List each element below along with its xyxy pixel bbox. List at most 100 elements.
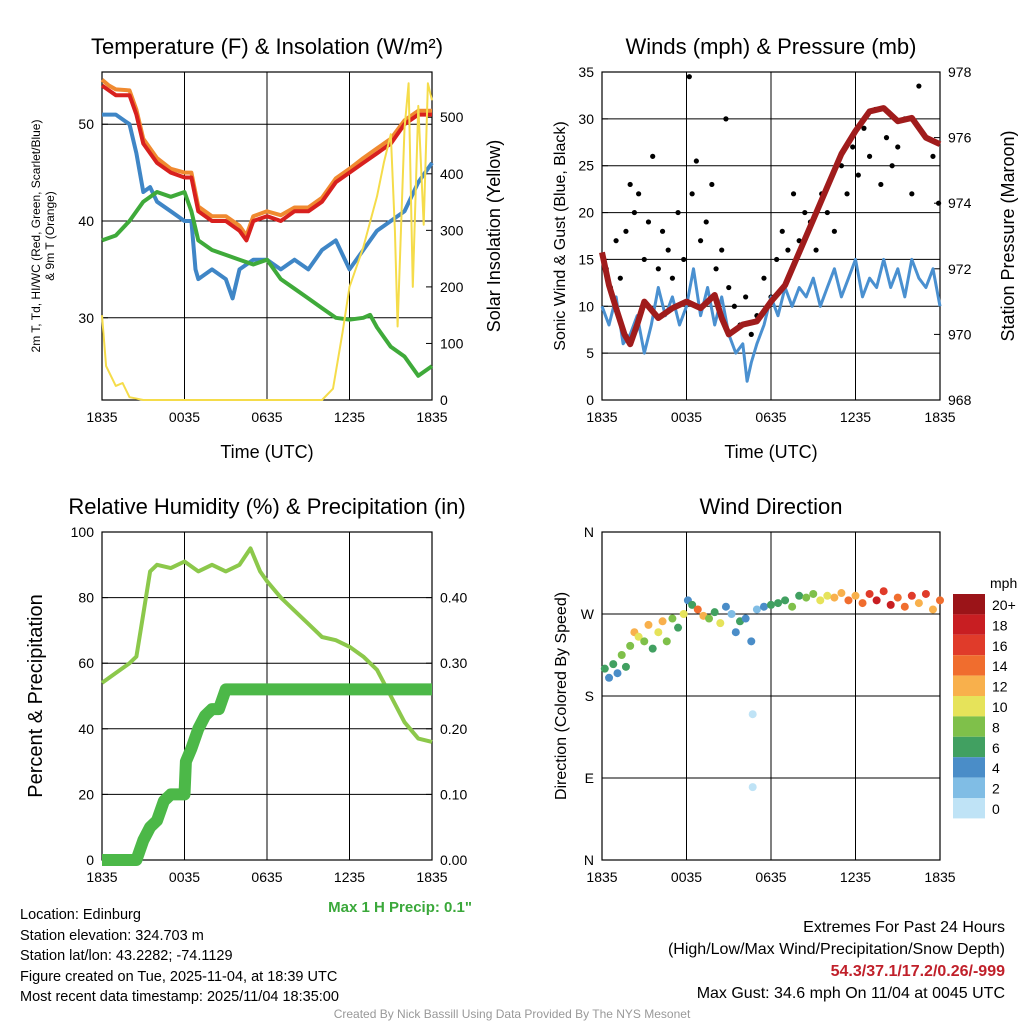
x-axis-label: Time (UTC) <box>220 442 313 462</box>
gust-point <box>850 144 856 150</box>
x-tick-label: 1835 <box>86 869 117 885</box>
plot-frame <box>601 71 941 401</box>
precip-series <box>102 683 432 866</box>
series-2m-t <box>100 83 432 243</box>
gust-point <box>813 247 819 253</box>
y-tick-label: 976 <box>948 130 972 146</box>
y-tick-label: 60 <box>78 655 94 671</box>
y-tick-label: 40 <box>78 213 94 229</box>
gust-point <box>636 191 642 197</box>
gust-point <box>655 266 661 272</box>
direction-point <box>752 605 761 614</box>
x-tick-label: 0635 <box>251 869 282 885</box>
legend-label: 2 <box>992 781 1000 797</box>
direction-point <box>747 637 756 646</box>
gust-point <box>693 158 699 164</box>
y-tick-label: 5 <box>586 345 594 361</box>
gust-point <box>645 219 652 225</box>
direction-point <box>748 783 757 792</box>
direction-point <box>823 591 832 600</box>
max-gust: Max Gust: 34.6 mph On 11/04 at 0045 UTC <box>696 985 1005 1002</box>
direction-point <box>721 602 730 611</box>
extremes-title: Extremes For Past 24 Hours <box>803 919 1005 936</box>
x-tick-label: 0035 <box>169 409 200 425</box>
direction-point <box>617 651 626 659</box>
direction-point <box>600 664 609 673</box>
legend-swatch <box>953 594 985 615</box>
y-tick-label: S <box>585 688 594 704</box>
gust-point <box>831 228 837 234</box>
direction-point <box>879 587 888 596</box>
direction-point <box>688 600 697 609</box>
gust-point <box>802 209 808 216</box>
direction-point <box>928 605 937 614</box>
y-tick-label: 50 <box>78 116 94 132</box>
wind-direction-chart: 1835 0035 0635 1235 1835 Wind Direction N E S W N D… <box>553 494 1017 885</box>
legend-swatch <box>953 675 985 696</box>
y-axis-label: Percent & Precipitation <box>25 594 47 797</box>
gust-point <box>665 247 671 253</box>
legend-swatch <box>953 655 985 676</box>
gust-point <box>909 191 915 197</box>
x-axis-label: Time (UTC) <box>724 442 817 462</box>
gust-point <box>650 153 656 159</box>
x-tick-label: 1835 <box>586 869 617 885</box>
direction-point <box>731 628 740 637</box>
y-tick-label: 35 <box>578 64 594 80</box>
direction-point <box>830 593 839 602</box>
y-tick-label: 30 <box>578 111 594 127</box>
gust-point <box>623 228 629 234</box>
extremes: Extremes For Past 24 Hours (High/Low/Max… <box>668 917 1005 1005</box>
legend-swatch <box>953 798 985 819</box>
direction-point <box>759 602 768 611</box>
x-tick-label: 0035 <box>671 409 702 425</box>
gust-point <box>613 238 619 244</box>
max-precip-annotation: Max 1 H Precip: 0.1" <box>328 899 472 916</box>
gust-point <box>631 209 637 216</box>
y2-axis-label: Solar Insolation (Yellow) <box>484 140 504 332</box>
x-tick-label: 1235 <box>840 869 871 885</box>
x-tick-label: 1235 <box>334 869 365 885</box>
direction-point <box>844 596 853 605</box>
y-tick-label: 0.40 <box>440 590 467 606</box>
direction-point <box>936 596 944 605</box>
direction-point <box>662 637 671 646</box>
y-tick-label: 25 <box>578 158 594 174</box>
y-tick-label: 100 <box>71 524 95 540</box>
y-tick-label: 974 <box>948 195 972 211</box>
legend-title: mph <box>990 575 1017 591</box>
extremes-subtitle: (High/Low/Max Wind/Precipitation/Snow De… <box>667 941 1005 958</box>
direction-point <box>858 599 867 608</box>
credit: Created By Nick Bassill Using Data Provi… <box>333 1007 691 1021</box>
gust-point <box>866 153 873 159</box>
speed-legend: mph 20+ 18 16 14 12 10 8 6 4 2 0 <box>953 575 1017 819</box>
station-info: Location: Edinburg Station elevation: 32… <box>20 905 339 1008</box>
direction-point <box>648 644 657 653</box>
direction-point <box>921 589 930 598</box>
winds-chart: 1835 0035 0635 1235 1835 Winds (mph) & Pressu… <box>552 34 1018 462</box>
y2-axis-label: Station Pressure (Maroon) <box>998 130 1018 341</box>
legend-swatch <box>953 614 985 635</box>
gust-point <box>930 153 936 159</box>
direction-point <box>727 610 736 618</box>
y-tick-label: 978 <box>948 64 972 80</box>
extremes-values: 54.3/37.1/17.2/0.26/-999 <box>830 963 1005 980</box>
legend-swatch <box>953 736 985 758</box>
gust-point <box>889 163 895 169</box>
gust-point <box>641 256 647 263</box>
y-tick-label: 970 <box>948 326 972 342</box>
y-tick-label: 0.10 <box>440 786 467 802</box>
series-td <box>101 190 434 378</box>
legend-label: 20+ <box>992 597 1016 613</box>
y-tick-label: 0.00 <box>440 852 467 868</box>
gust-point <box>713 266 719 272</box>
latlon: Station lat/lon: 43.2282; -74.1129 <box>20 948 233 964</box>
y-tick-label: 20 <box>78 786 94 802</box>
recent: Most recent data timestamp: 2025/11/04 1… <box>20 989 339 1005</box>
direction-point <box>865 589 874 598</box>
legend-label: 16 <box>992 638 1008 654</box>
direction-point <box>693 605 702 614</box>
humidity-chart: 1835 0035 0635 1235 1835 Relative Humidity (%… <box>25 494 472 916</box>
gust-point <box>719 247 725 253</box>
gust-point <box>748 331 754 337</box>
